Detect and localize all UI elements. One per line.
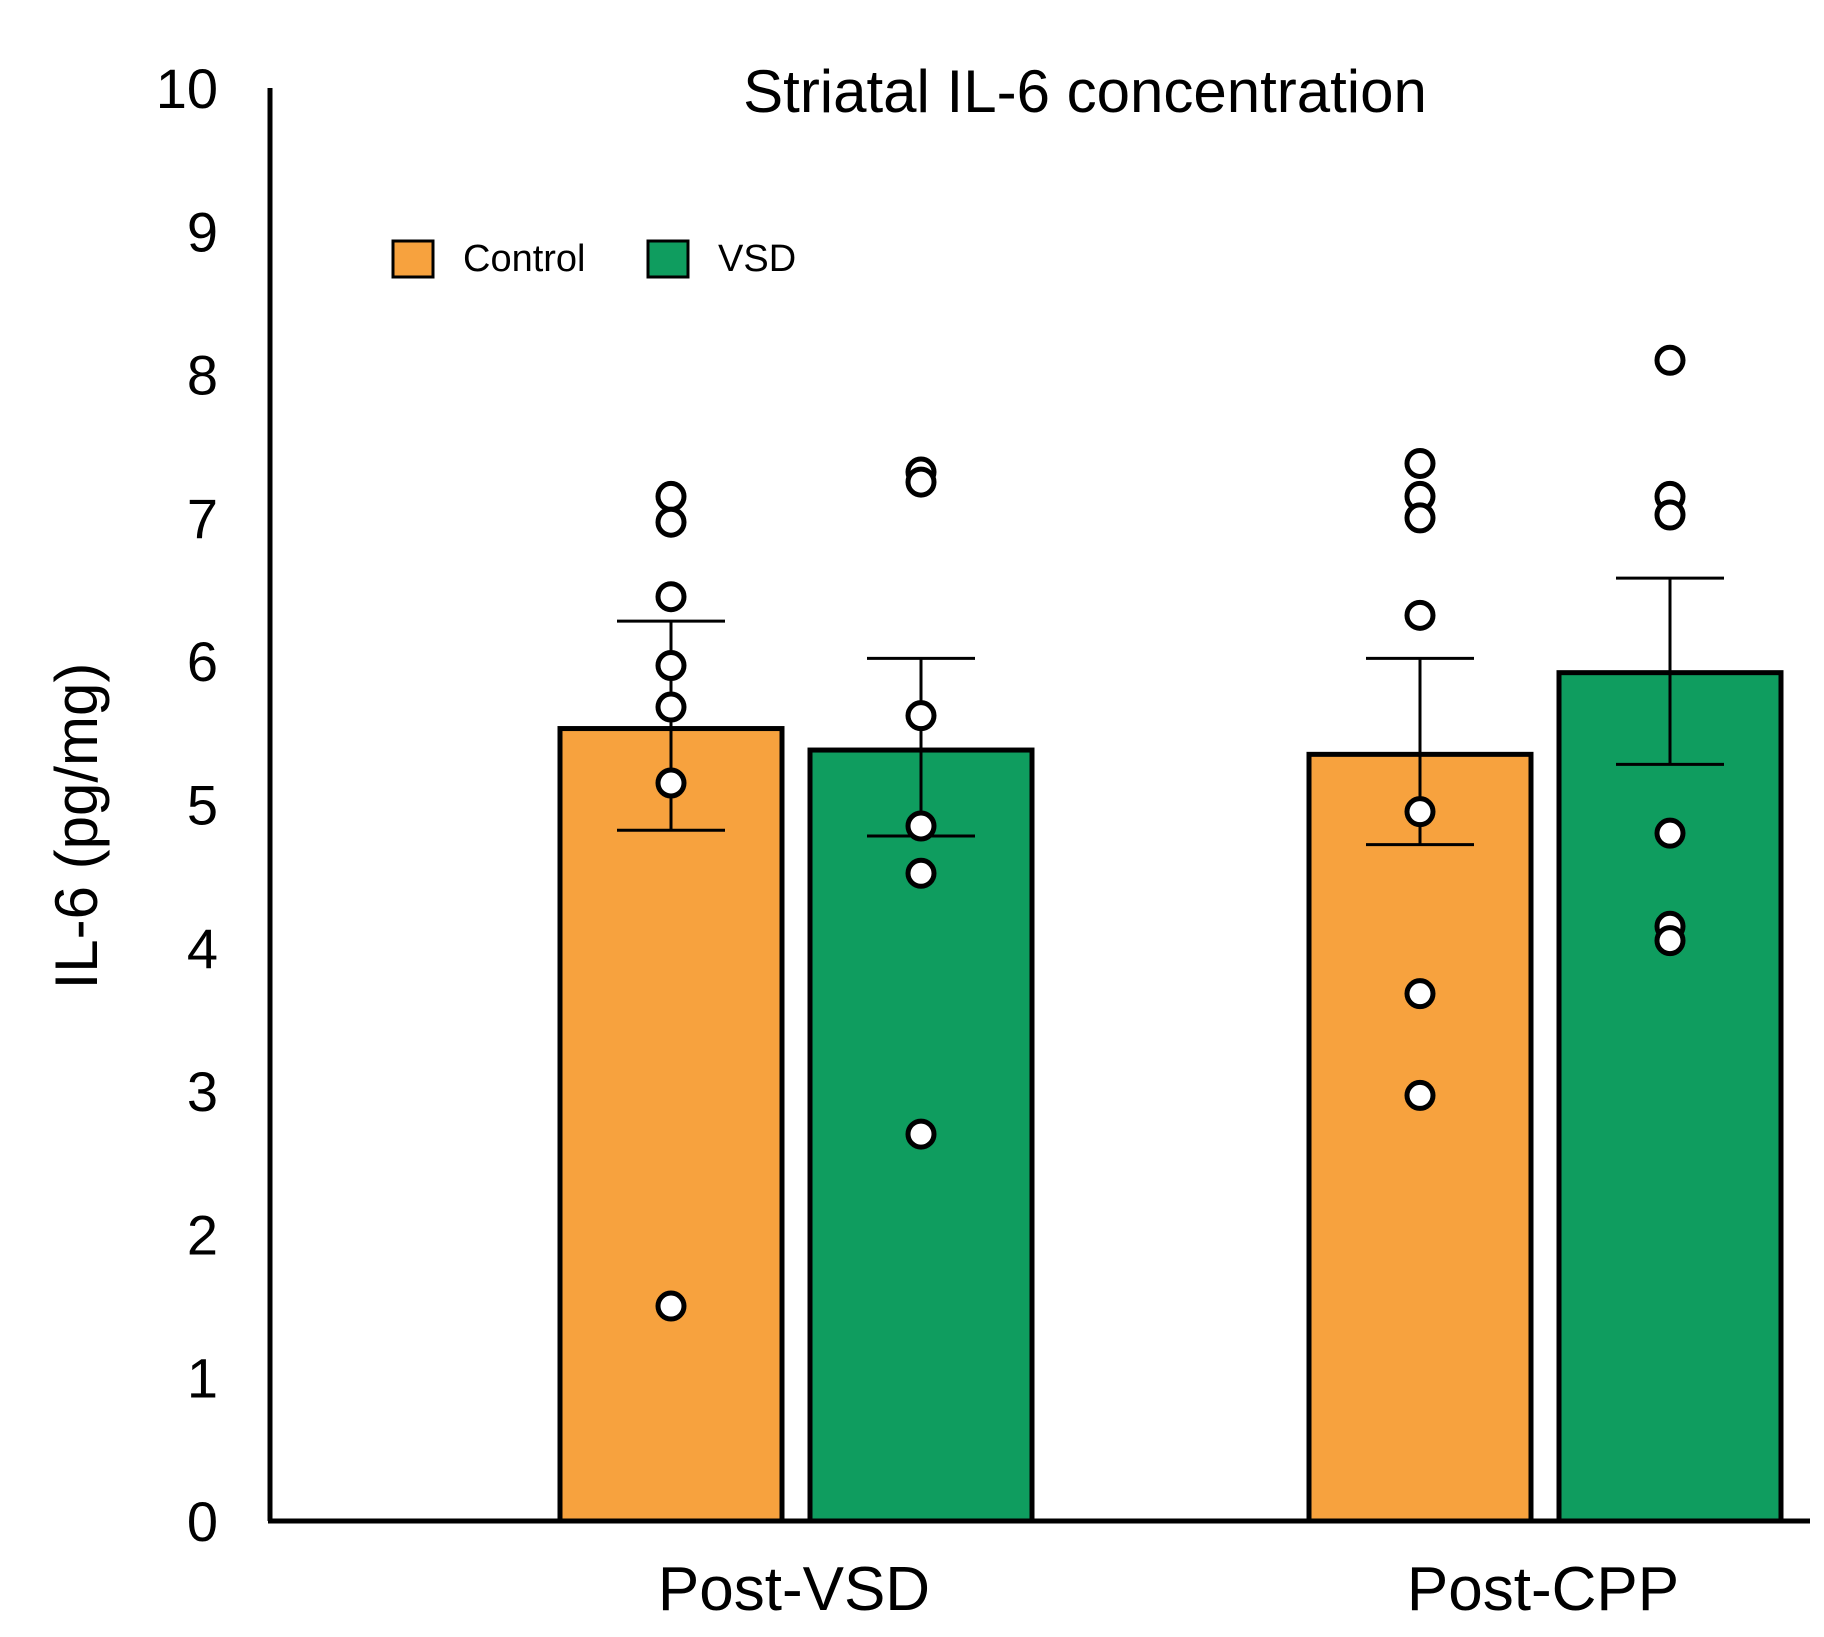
data-point [655, 581, 687, 613]
y-axis-label: IL-6 (pg/mg) [43, 663, 110, 990]
data-point [1654, 344, 1686, 376]
bar-control-post-cpp [1306, 751, 1534, 1524]
data-point [1654, 817, 1686, 849]
y-tick-label: 1 [187, 1347, 218, 1410]
y-tick-label: 2 [187, 1203, 218, 1266]
y-tick-label: 7 [187, 487, 218, 550]
data-points [655, 344, 1686, 1322]
bar-control-post-vsd [557, 726, 785, 1524]
y-tick-label: 10 [156, 57, 218, 120]
data-point [1404, 1079, 1436, 1111]
legend: Control VSD [391, 238, 796, 280]
data-point [1404, 502, 1436, 534]
data-point [1404, 796, 1436, 828]
data-point [905, 700, 937, 732]
data-point [1404, 599, 1436, 631]
data-point [905, 1118, 937, 1150]
y-tick-label: 5 [187, 774, 218, 837]
data-point [1654, 925, 1686, 957]
data-point [905, 857, 937, 889]
data-point [655, 1290, 687, 1322]
y-tick-labels: 0 1 2 3 4 5 6 7 8 9 10 [156, 57, 218, 1553]
legend-swatch-control [391, 239, 435, 279]
data-point [1404, 978, 1436, 1010]
data-point [655, 506, 687, 538]
data-point [655, 691, 687, 723]
y-tick-label: 8 [187, 344, 218, 407]
x-tick-label: Post-VSD [658, 1555, 930, 1624]
x-tick-labels: Post-VSD Post-CPP [658, 1555, 1679, 1624]
data-point [655, 767, 687, 799]
y-tick-label: 6 [187, 630, 218, 693]
bars [557, 670, 1784, 1524]
bar-vsd-post-cpp [1556, 670, 1784, 1524]
data-point [1404, 447, 1436, 479]
data-point [655, 480, 687, 512]
y-tick-label: 9 [187, 200, 218, 263]
y-tick-label: 3 [187, 1060, 218, 1123]
x-tick-label: Post-CPP [1407, 1555, 1679, 1624]
y-tick-label: 0 [187, 1490, 218, 1553]
y-tick-label: 4 [187, 917, 218, 980]
data-point [655, 649, 687, 681]
data-point [1654, 499, 1686, 531]
legend-swatch-vsd [646, 239, 690, 279]
data-point [905, 810, 937, 842]
data-point [905, 466, 937, 498]
chart-title: Striatal IL-6 concentration [743, 58, 1427, 125]
legend-label-control: Control [463, 238, 586, 280]
legend-label-vsd: VSD [718, 238, 796, 280]
